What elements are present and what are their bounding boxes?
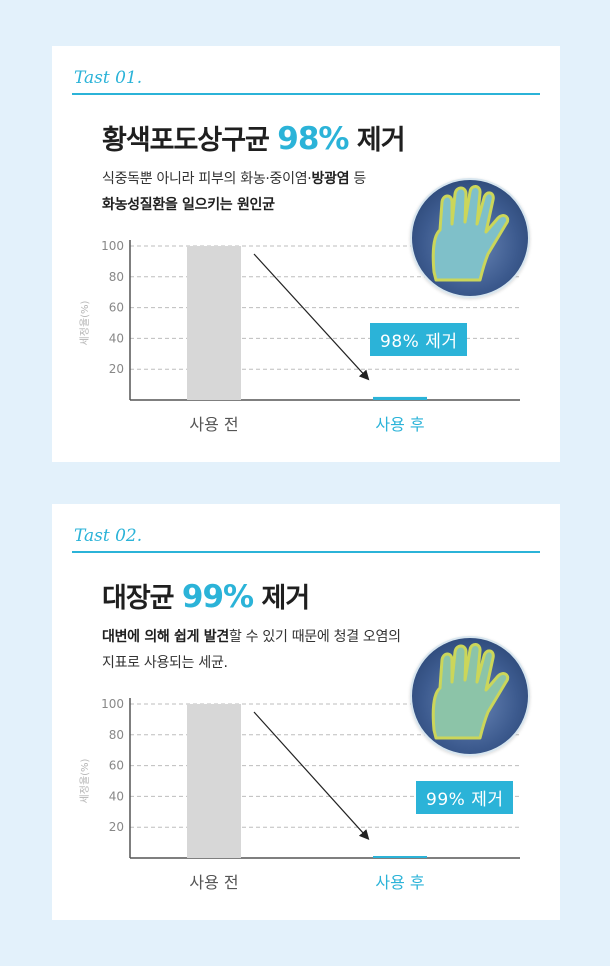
- bar-after: [373, 396, 427, 400]
- y-tick-label: 100: [101, 697, 124, 711]
- glove-culture-photo-icon: [410, 178, 530, 298]
- y-axis-label: 세정율(%): [79, 758, 91, 803]
- headline-suffix: 제거: [348, 125, 406, 156]
- y-tick-label: 80: [109, 728, 124, 742]
- chart-svg: 20 40 60 80 100 세정율(%) 사용 전 사용 후: [79, 697, 520, 892]
- desc-bold: 화농성질환을 일으키는 원인균: [102, 197, 275, 213]
- glove-shape-icon: [431, 185, 510, 282]
- test-number: Tast 02.: [74, 526, 143, 546]
- bar-after: [373, 856, 427, 858]
- y-axis-label: 세정율(%): [79, 300, 91, 345]
- headline-prefix: 대장균: [102, 583, 182, 614]
- desc-bold: 방광염: [311, 171, 350, 187]
- headline: 대장균 99% 제거: [102, 576, 311, 615]
- y-tick-label: 80: [109, 270, 124, 284]
- y-tick-label: 60: [109, 759, 124, 773]
- bar-before: [187, 246, 241, 400]
- bar-chart: 20 40 60 80 100 세정율(%) 사용 전 사용 후: [72, 682, 552, 902]
- y-tick-label: 40: [109, 331, 124, 345]
- result-callout: 98% 제거: [370, 323, 468, 356]
- headline-percent: 99%: [181, 579, 254, 615]
- desc-text: 식중독뿐 아니라 피부의 화농·중이염·: [102, 171, 312, 187]
- divider: [72, 93, 540, 95]
- y-tick-label: 100: [101, 239, 124, 253]
- headline: 황색포도상구균 98% 제거: [102, 118, 406, 157]
- headline-suffix: 제거: [253, 583, 311, 614]
- y-tick-label: 20: [109, 820, 124, 834]
- category-label: 사용 후: [375, 873, 424, 892]
- desc-text: 등: [349, 171, 366, 187]
- arrow-icon: [253, 253, 370, 381]
- description: 식중독뿐 아니라 피부의 화농·중이염·방광염 등 화농성질환을 일으키는 원인…: [102, 166, 522, 218]
- test-number: Tast 01.: [74, 68, 143, 88]
- headline-percent: 98%: [277, 121, 349, 157]
- divider: [72, 551, 540, 553]
- test-card-1: Tast 01. 황색포도상구균 98% 제거 식중독뿐 아니라 피부의 화농·…: [52, 46, 560, 462]
- desc-text: 지표로 사용되는 세균.: [102, 655, 228, 671]
- glove-culture-photo-icon: [410, 636, 530, 756]
- chart-svg: 20 40 60 80 100 세정율(%) 사용 전 사용 후: [79, 239, 520, 434]
- desc-text: 할 수 있기 때문에 청결 오염의: [228, 629, 401, 645]
- category-label: 사용 전: [189, 873, 238, 892]
- description: 대변에 의해 쉽게 발견할 수 있기 때문에 청결 오염의 지표로 사용되는 세…: [102, 624, 522, 676]
- y-tick-label: 40: [109, 789, 124, 803]
- glove-shape-icon: [431, 643, 510, 740]
- headline-prefix: 황색포도상구균: [102, 125, 278, 156]
- y-tick-label: 60: [109, 301, 124, 315]
- bar-chart: 20 40 60 80 100 세정율(%) 사용 전 사용 후: [72, 224, 552, 444]
- y-tick-label: 20: [109, 362, 124, 376]
- arrow-icon: [253, 711, 370, 840]
- result-callout: 99% 제거: [416, 781, 514, 814]
- bar-before: [187, 704, 241, 858]
- category-label: 사용 전: [189, 415, 238, 434]
- category-label: 사용 후: [375, 415, 424, 434]
- test-card-2: Tast 02. 대장균 99% 제거 대변에 의해 쉽게 발견할 수 있기 때…: [52, 504, 560, 920]
- desc-bold: 대변에 의해 쉽게 발견: [102, 629, 229, 645]
